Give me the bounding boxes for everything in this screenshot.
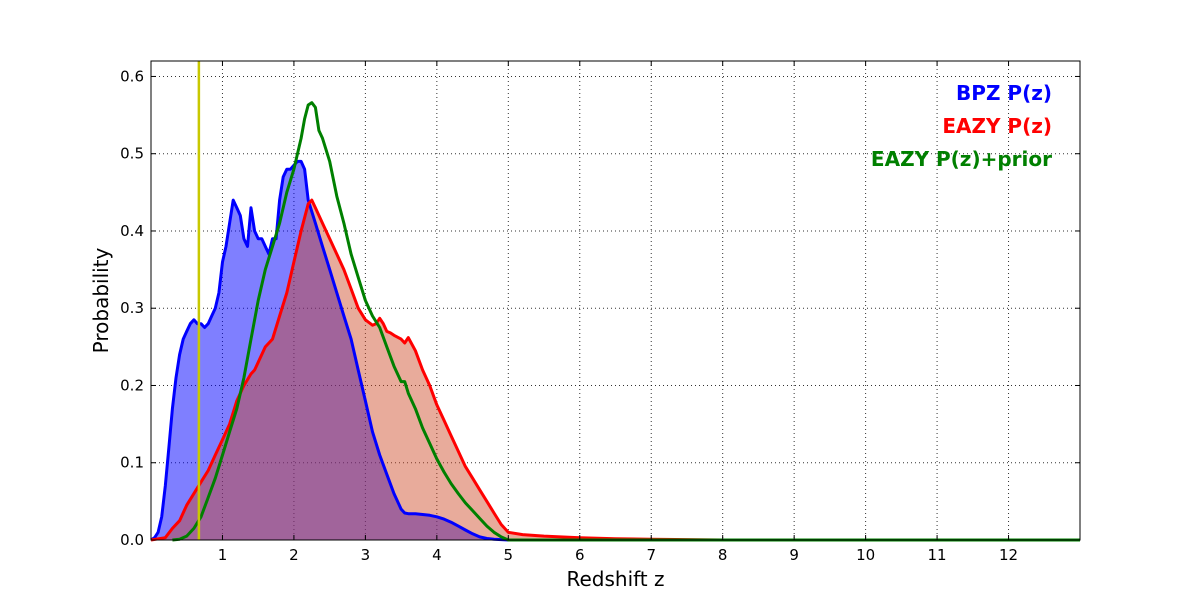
series-line-eazy-prior (172, 101, 1080, 542)
y-tick-label: 0.3 (120, 299, 144, 317)
x-tick-label: 8 (718, 546, 728, 564)
series-lines (150, 101, 1080, 542)
series-fill-eazy (151, 200, 1080, 540)
x-tick-label: 12 (999, 546, 1018, 564)
x-tick-label: 2 (289, 546, 299, 564)
y-tick-label: 0.4 (120, 222, 144, 240)
tick-labels: 1 2 3 4 5 6 7 8 9 10 11 120.00.10.20.30.40.50.6 (120, 67, 1018, 564)
y-tick-label: 0.5 (120, 145, 144, 163)
series-line-bpz (150, 159, 1080, 542)
plot-frame (150, 60, 1081, 541)
x-tick-label: 7 (646, 546, 656, 564)
x-tick-label: 9 (789, 546, 799, 564)
x-tick-label: 3 (361, 546, 371, 564)
axis-ticks (151, 61, 1080, 541)
x-tick-label: 5 (504, 546, 514, 564)
y-tick-label: 0.0 (120, 531, 144, 549)
legend: BPZ P(z) EAZY P(z) EAZY P(z)+prior (871, 81, 1052, 171)
legend-entry-eazy: EAZY P(z) (942, 114, 1052, 138)
x-axis-label: Redshift z (566, 567, 664, 591)
series-fill-bpz (151, 161, 1080, 540)
legend-entry-eazy-prior: EAZY P(z)+prior (871, 147, 1052, 171)
x-tick-label: 6 (575, 546, 585, 564)
y-tick-label: 0.1 (120, 454, 144, 472)
series-fills (151, 161, 1080, 540)
y-tick-label: 0.2 (120, 376, 144, 394)
x-tick-label: 10 (856, 546, 875, 564)
x-tick-label: 4 (432, 546, 442, 564)
series-line-eazy (150, 198, 1080, 542)
y-axis-label: Probability (89, 247, 113, 353)
legend-entry-bpz: BPZ P(z) (956, 81, 1052, 105)
x-tick-label: 11 (928, 546, 947, 564)
y-tick-label: 0.6 (120, 67, 144, 85)
x-tick-label: 1 (218, 546, 228, 564)
